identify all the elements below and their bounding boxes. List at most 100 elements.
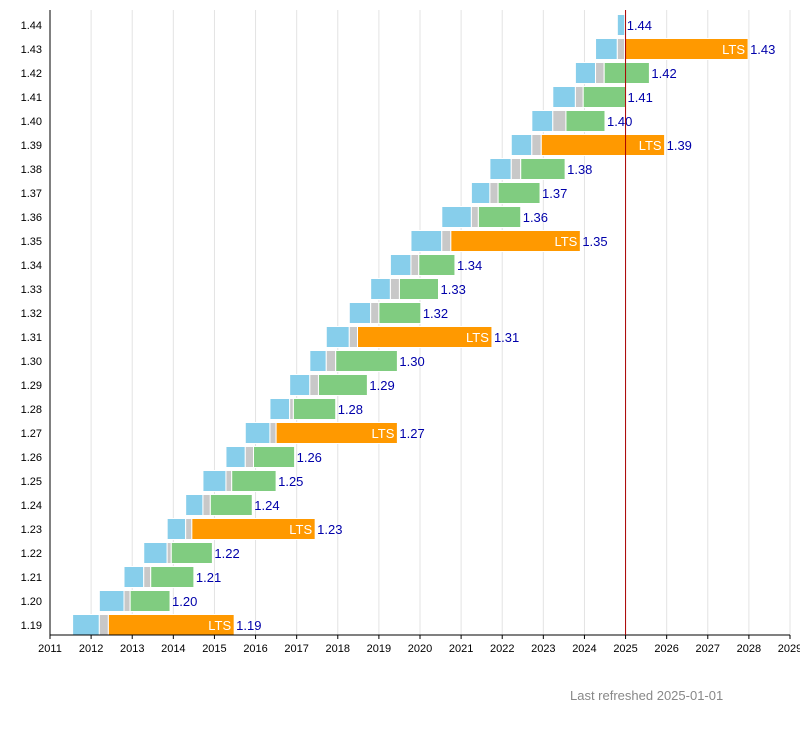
freeze-segment xyxy=(574,86,584,108)
version-row: LTS 1.23 xyxy=(166,518,342,540)
y-tick-label: 1.43 xyxy=(21,44,42,56)
x-tick-label: 2025 xyxy=(613,643,637,655)
support-segment xyxy=(565,110,606,132)
lts-label: LTS xyxy=(554,234,577,249)
y-tick-label: 1.22 xyxy=(21,548,42,560)
support-segment xyxy=(129,590,171,612)
x-tick-label: 2019 xyxy=(367,643,391,655)
freeze-segment xyxy=(470,206,479,228)
version-row: 1.40 xyxy=(531,110,632,132)
version-row: 1.36 xyxy=(441,206,548,228)
y-tick-label: 1.28 xyxy=(21,404,42,416)
x-tick-label: 2017 xyxy=(284,643,308,655)
x-tick-label: 2027 xyxy=(696,643,720,655)
development-segment xyxy=(325,326,350,348)
y-tick-label: 1.32 xyxy=(21,308,42,320)
freeze-segment xyxy=(510,158,522,180)
version-end-label: 1.32 xyxy=(423,306,448,321)
version-row: LTS 1.43 xyxy=(595,38,775,60)
x-tick-label: 2020 xyxy=(408,643,432,655)
version-row: 1.20 xyxy=(98,590,197,612)
support-segment xyxy=(378,302,422,324)
y-tick-label: 1.23 xyxy=(21,524,42,536)
release-timeline-chart: LTS 1.19 1.20 1.21 1.22 LTS 1.23 1.24 1.25 1.26 LT… xyxy=(21,10,800,655)
y-tick-label: 1.39 xyxy=(21,140,42,152)
lts-segment xyxy=(450,230,581,252)
y-axis-labels: 1.19 1.20 1.21 1.22 1.23 1.24 1.25 1.26 1.27 1.28… xyxy=(21,20,42,632)
version-row: 1.44 xyxy=(616,14,652,36)
y-tick-label: 1.20 xyxy=(21,596,42,608)
development-segment xyxy=(225,446,246,468)
y-tick-label: 1.37 xyxy=(21,188,42,200)
support-segment xyxy=(398,278,440,300)
support-segment xyxy=(335,350,398,372)
version-row: LTS 1.35 xyxy=(410,230,608,252)
development-segment xyxy=(616,14,626,36)
version-row: 1.42 xyxy=(574,62,677,84)
version-end-label: 1.26 xyxy=(297,450,322,465)
version-bars: LTS 1.19 1.20 1.21 1.22 LTS 1.23 1.24 1.25 1.26 LT… xyxy=(72,14,775,636)
development-segment xyxy=(244,422,271,444)
y-tick-label: 1.21 xyxy=(21,572,42,584)
freeze-segment xyxy=(348,326,359,348)
support-segment xyxy=(603,62,650,84)
x-tick-label: 2028 xyxy=(737,643,761,655)
lts-label: LTS xyxy=(722,42,745,57)
version-end-label: 1.41 xyxy=(628,90,653,105)
lts-segment xyxy=(624,38,749,60)
version-end-label: 1.38 xyxy=(567,162,592,177)
version-end-label: 1.34 xyxy=(457,258,482,273)
freeze-segment xyxy=(309,374,319,396)
freeze-segment xyxy=(98,614,109,636)
freeze-segment xyxy=(289,398,294,420)
lts-label: LTS xyxy=(466,330,489,345)
version-row: 1.24 xyxy=(185,494,280,516)
version-end-label: 1.28 xyxy=(338,402,363,417)
freeze-segment xyxy=(143,566,152,588)
version-end-label: 1.25 xyxy=(278,474,303,489)
version-row: LTS 1.19 xyxy=(72,614,261,636)
version-end-label: 1.36 xyxy=(523,210,548,225)
freeze-segment xyxy=(370,302,380,324)
development-segment xyxy=(289,374,311,396)
version-row: 1.28 xyxy=(269,398,363,420)
x-tick-label: 2012 xyxy=(79,643,103,655)
support-segment xyxy=(209,494,253,516)
development-segment xyxy=(166,518,187,540)
version-end-label: 1.40 xyxy=(607,114,632,129)
x-tick-label: 2024 xyxy=(572,643,596,655)
version-row: 1.37 xyxy=(470,182,567,204)
development-segment xyxy=(98,590,125,612)
y-tick-label: 1.35 xyxy=(21,236,42,248)
version-row: LTS 1.39 xyxy=(510,134,692,156)
development-segment xyxy=(441,206,472,228)
version-end-label: 1.22 xyxy=(214,546,239,561)
support-segment xyxy=(170,542,213,564)
freeze-segment xyxy=(616,38,626,60)
freeze-segment xyxy=(269,422,277,444)
y-tick-label: 1.24 xyxy=(21,500,42,512)
support-segment xyxy=(231,470,277,492)
support-segment xyxy=(150,566,195,588)
development-segment xyxy=(531,110,554,132)
freeze-segment xyxy=(225,470,233,492)
version-row: 1.21 xyxy=(123,566,221,588)
y-tick-label: 1.27 xyxy=(21,428,42,440)
support-segment xyxy=(317,374,368,396)
development-segment xyxy=(143,542,168,564)
freeze-segment xyxy=(531,134,542,156)
version-end-label: 1.31 xyxy=(494,330,519,345)
freeze-segment xyxy=(325,350,337,372)
version-end-label: 1.27 xyxy=(399,426,424,441)
freeze-segment xyxy=(166,542,172,564)
development-segment xyxy=(389,254,412,276)
y-tick-label: 1.41 xyxy=(21,92,42,104)
development-segment xyxy=(269,398,291,420)
freeze-segment xyxy=(552,110,567,132)
support-segment xyxy=(520,158,566,180)
development-segment xyxy=(348,302,372,324)
version-end-label: 1.29 xyxy=(369,378,394,393)
development-segment xyxy=(489,158,512,180)
y-tick-label: 1.19 xyxy=(21,620,42,632)
y-tick-label: 1.36 xyxy=(21,212,42,224)
